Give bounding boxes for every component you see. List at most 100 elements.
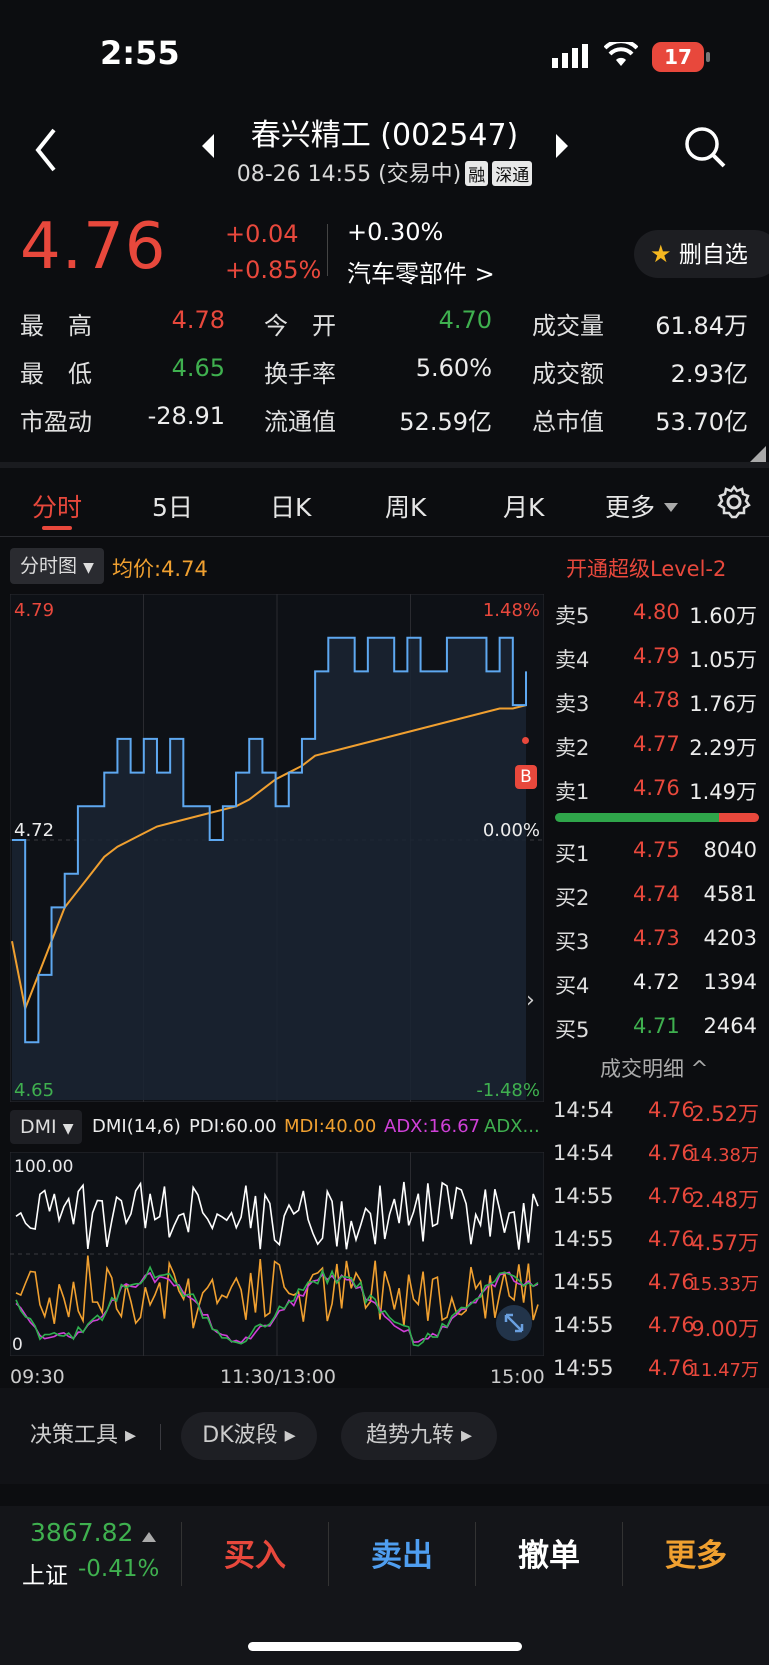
tab-2[interactable]: 日K [270,493,312,522]
tab-4[interactable]: 月K [503,493,545,522]
ask-row-label: 卖3 [555,692,590,716]
intraday-chart[interactable]: 4.79 4.72 4.65 1.48% 0.00% -1.48% [10,594,544,1102]
divider [327,224,328,276]
y-axis-top: 4.79 [14,600,54,621]
time-label-open: 09:30 [10,1366,65,1388]
ask-ratio-bar [719,813,759,822]
ask-row-volume: 1.05万 [689,648,757,672]
watch-label: 删自选 [678,242,748,268]
pct-axis-top: 1.48% [483,600,540,621]
bid-row-volume: 4203 [703,926,757,950]
star-icon: ★ [650,240,672,268]
sell-button[interactable]: 卖出 [371,1538,433,1574]
stat-value: 4.70 [438,306,492,334]
ask-row-label: 卖4 [555,648,590,672]
tabs-divider [0,536,769,537]
search-button[interactable] [680,122,730,174]
margin-tag: 融 [465,161,489,186]
tab-5[interactable]: 更多 [605,493,656,522]
expand-arrows-icon [504,1313,524,1333]
trade-time: 14:55 [553,1227,614,1251]
trade-volume: 11.47万 [689,1360,759,1381]
trend-nine-button[interactable]: 趋势九转 ▸ [341,1412,497,1460]
y-axis-bottom: 4.65 [14,1080,54,1101]
indicator-dropdown[interactable]: DMI ▼ [10,1110,82,1144]
ask-row-price: 4.76 [633,776,680,800]
next-stock-button[interactable] [554,132,570,164]
bottom-divider [475,1522,476,1586]
buy-marker: B [515,765,537,789]
adx-line [15,1271,539,1344]
wifi-icon [603,39,639,72]
search-icon [685,127,726,168]
trade-price: 4.76 [648,1098,695,1122]
stat-label: 流通值 [264,408,336,436]
stat-label: 换手率 [264,360,336,388]
trade-time: 14:55 [553,1313,614,1337]
bid-row-price: 4.73 [633,926,680,950]
remove-watchlist-button[interactable]: ★ 删自选 [634,230,769,278]
trades-title[interactable]: 成交明细 ^ [600,1057,709,1081]
prev-stock-button[interactable] [200,132,216,164]
home-indicator[interactable] [248,1642,522,1651]
stat-label: 成交量 [532,312,604,340]
indicator-label: DMI [20,1116,57,1138]
ask-row-price: 4.77 [633,732,680,756]
cancel-order-button[interactable]: 撤单 [518,1538,580,1574]
bid-row-volume: 2464 [703,1014,757,1038]
adxr-line [15,1265,539,1347]
bid-row-volume: 8040 [703,838,757,862]
chart-type-dropdown[interactable]: 分时图 ▼ [10,548,104,584]
dmi-bottom-label: 0 [12,1335,23,1355]
trade-volume: 14.38万 [689,1145,759,1166]
sector-link[interactable]: 汽车零部件 > [347,260,495,288]
chevron-right-icon[interactable]: › [526,988,535,1013]
tab-1[interactable]: 5日 [152,493,193,522]
status-time: 2:55 [100,34,180,72]
dk-band-button[interactable]: DK波段 ▸ [181,1412,317,1460]
stat-label: 最 低 [20,360,92,388]
price-area [12,637,526,1100]
dmi-chart[interactable]: 100.00 0 [10,1152,544,1356]
stat-value: 5.60% [415,354,492,382]
battery-cap [706,52,710,62]
stat-label: 成交额 [532,360,604,388]
buy-button[interactable]: 买入 [224,1538,286,1574]
ask-row-volume: 1.49万 [689,780,757,804]
dropdown-arrow-icon: ▼ [62,1121,74,1137]
settings-button[interactable] [716,484,752,524]
ask-row-price: 4.78 [633,688,680,712]
ask-row-label: 卖2 [555,736,590,760]
chevron-left-icon [35,128,56,172]
tab-3[interactable]: 周K [385,493,427,522]
ask-row-volume: 2.29万 [689,736,757,760]
signal-icon [552,44,592,72]
ask-row-price: 4.80 [633,600,680,624]
pdi-value: PDI:60.00 [189,1116,277,1137]
tab-0[interactable]: 分时 [32,493,83,522]
index-value[interactable]: 3867.82 [30,1518,134,1547]
back-button[interactable] [28,122,68,178]
expand-corner-icon[interactable] [750,446,766,466]
price-line [12,636,527,1044]
more-button[interactable]: 更多 [665,1538,727,1574]
avg-price-line [11,704,527,1013]
sector-change: +0.30% [347,218,444,246]
stat-value: 53.70亿 [655,408,748,436]
avg-price: 均价:4.74 [112,557,208,581]
level2-link[interactable]: 开通超级Level-2 [566,557,727,581]
bid-row-price: 4.72 [633,970,680,994]
decision-tools-button[interactable]: 决策工具 ▸ [29,1423,137,1448]
bid-row-label: 买5 [555,1018,590,1042]
tab-active-indicator [42,526,72,530]
bid-row-volume: 1394 [703,970,757,994]
time-label-mid: 11:30/13:00 [220,1366,336,1388]
chart-type-label: 分时图 [20,555,78,577]
trade-time: 14:54 [553,1141,614,1165]
pct-axis-bottom: -1.48% [476,1080,540,1101]
trade-time: 08-26 14:55 (交易中) [236,162,462,187]
trade-time: 14:54 [553,1098,614,1122]
trade-time: 14:55 [553,1270,614,1294]
dropdown-arrow-icon: ▼ [83,560,94,576]
adxr-value: ADX... [484,1116,540,1137]
